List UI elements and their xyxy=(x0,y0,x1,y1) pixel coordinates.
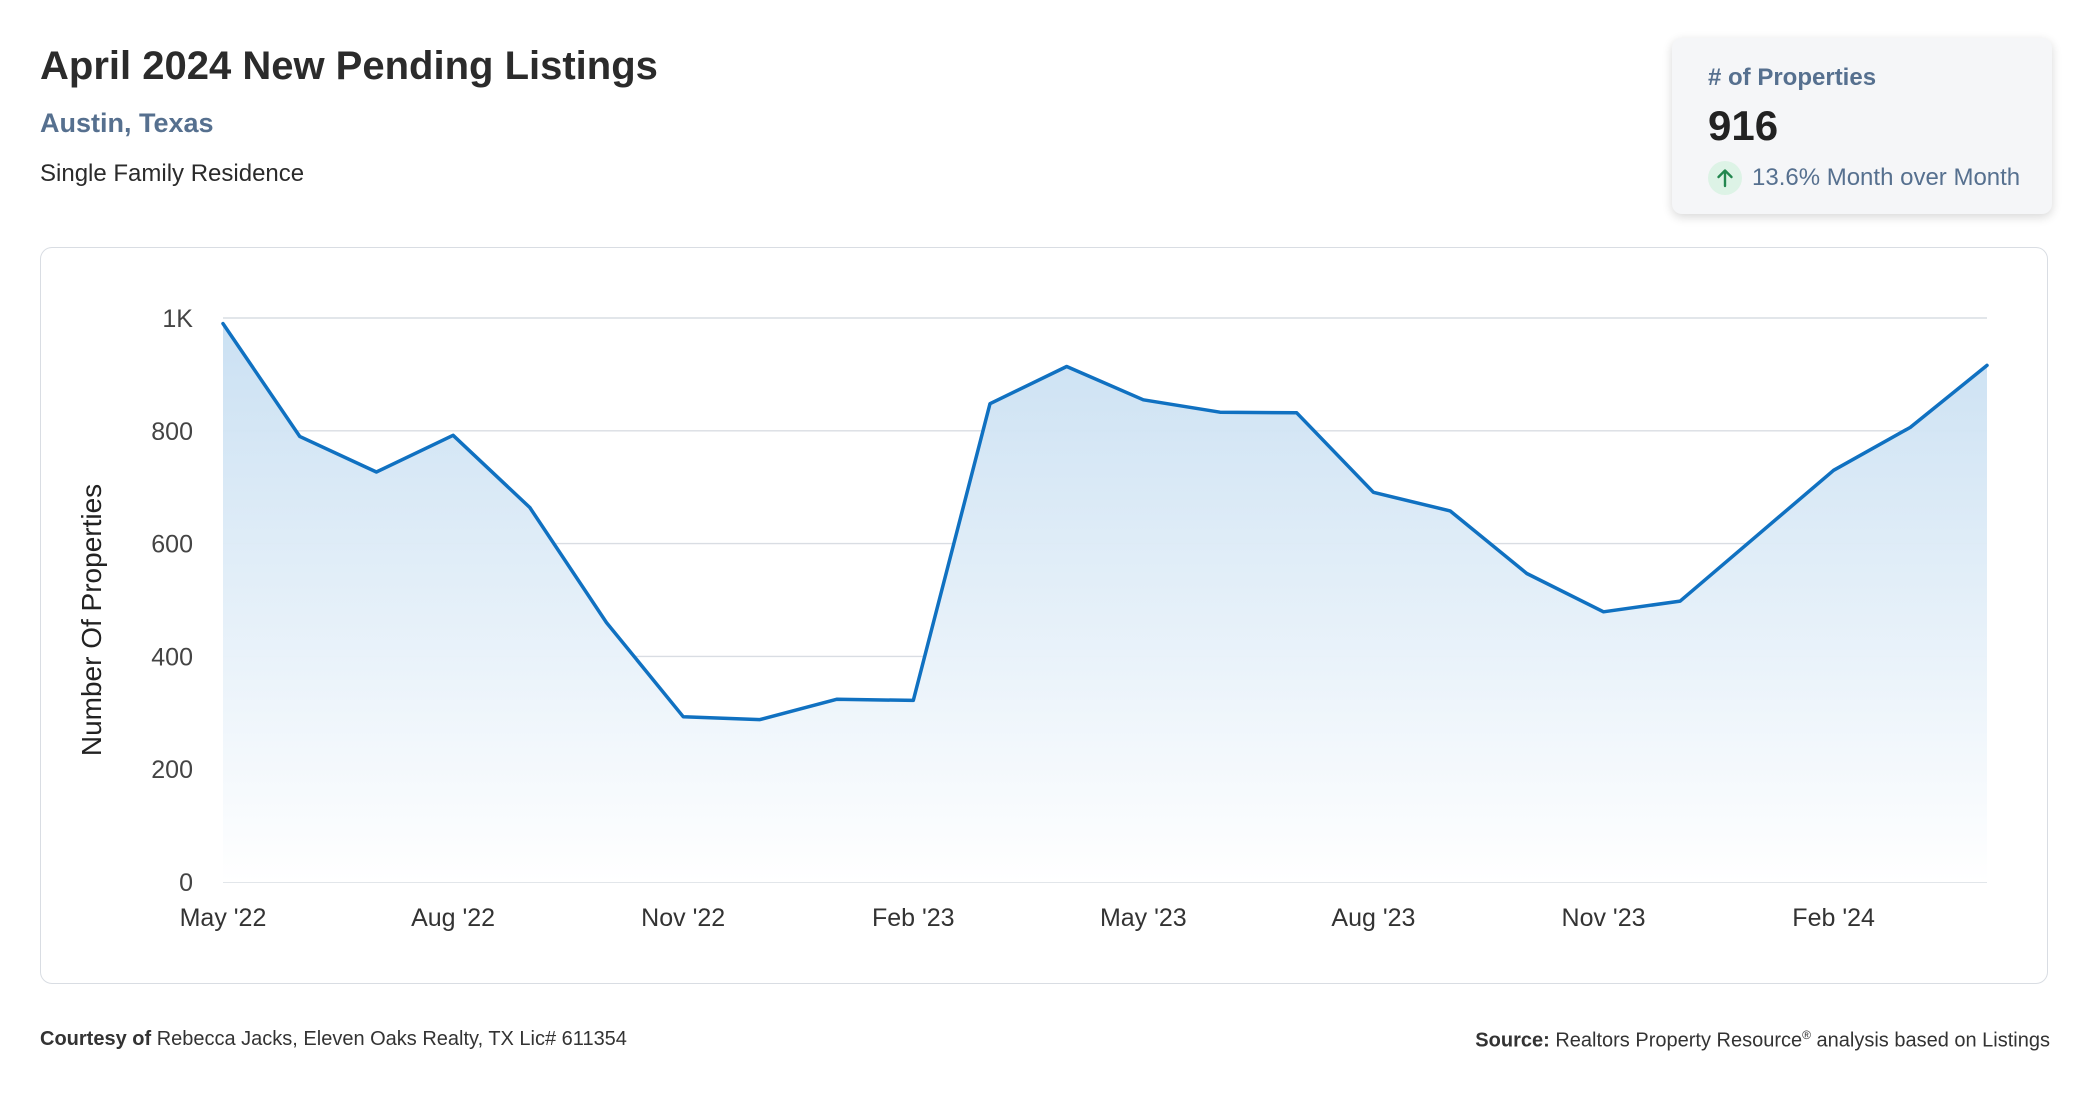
series-pending-listings xyxy=(221,321,1989,883)
courtesy-text: Rebecca Jacks, Eleven Oaks Realty, TX Li… xyxy=(156,1028,627,1050)
arrow-up-icon xyxy=(1708,161,1742,195)
x-tick-label: Nov '23 xyxy=(1562,904,1646,932)
stat-value: 916 xyxy=(1708,102,1779,149)
series-line xyxy=(221,321,1989,722)
source-text-suffix: analysis based on Listings xyxy=(1816,1029,2050,1052)
y-tick-label: 0 xyxy=(179,869,193,897)
area-fill xyxy=(223,323,1987,883)
stat-label: # of Properties xyxy=(1708,64,1877,91)
stat-change-text: 13.6% Month over Month xyxy=(1752,164,2021,191)
x-tick-label: Aug '22 xyxy=(411,904,495,932)
y-tick-label: 200 xyxy=(151,756,193,784)
source-note: Source: Realtors Property Resource® anal… xyxy=(1475,1028,2050,1053)
x-tick-label: May '23 xyxy=(1100,904,1187,932)
y-tick-label: 600 xyxy=(151,531,193,559)
x-tick-label: Feb '23 xyxy=(872,904,955,932)
properties-stat-card: # of Properties 916 13.6% Month over Mon… xyxy=(1672,38,2052,214)
property-type-label: Single Family Residence xyxy=(40,160,305,187)
y-axis-ticks: 0 200 400 600 800 1K xyxy=(151,305,193,897)
stat-change: 13.6% Month over Month xyxy=(1708,160,2020,196)
registered-mark: ® xyxy=(1802,1028,1811,1042)
y-axis-label: Number Of Properties xyxy=(76,484,107,756)
location-subtitle: Austin, Texas xyxy=(40,108,214,138)
line-chart: 0 200 400 600 800 1K May '22 Aug '22 Nov '22 Feb… xyxy=(76,305,1989,932)
x-axis-ticks: May '22 Aug '22 Nov '22 Feb '23 May '23 Aug '… xyxy=(180,904,1875,932)
y-tick-label: 800 xyxy=(151,418,193,446)
source-text: Realtors Property Resource xyxy=(1555,1029,1803,1052)
x-tick-label: Feb '24 xyxy=(1792,904,1875,932)
source-label: Source: xyxy=(1475,1029,1550,1052)
courtesy-note: Courtesy of Rebecca Jacks, Eleven Oaks R… xyxy=(40,1028,627,1051)
x-tick-label: Aug '23 xyxy=(1331,904,1415,932)
page-title: April 2024 New Pending Listings xyxy=(40,44,658,88)
y-tick-label: 400 xyxy=(151,643,193,671)
chart-panel: 0 200 400 600 800 1K May '22 Aug '22 Nov '22 Feb… xyxy=(40,247,2048,984)
courtesy-label: Courtesy of xyxy=(40,1028,152,1050)
x-tick-label: May '22 xyxy=(180,904,267,932)
x-tick-label: Nov '22 xyxy=(641,904,725,932)
y-tick-label: 1K xyxy=(162,305,193,333)
